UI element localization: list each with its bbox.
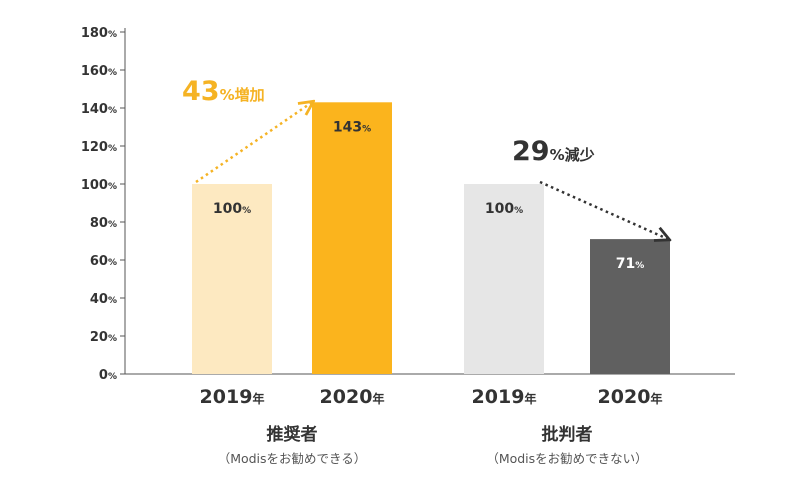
- group-subtitle: （Modisをお勧めできる）: [218, 451, 367, 466]
- group-name: 批判者: [542, 424, 593, 445]
- change-annotation: 29%減少: [512, 136, 595, 167]
- x-category-label: 2019年: [472, 386, 537, 408]
- group-name: 推奨者: [267, 424, 318, 445]
- bar: [464, 184, 544, 374]
- y-tick-label: 20%: [90, 330, 117, 345]
- bar-value-label: 100%: [213, 201, 251, 217]
- y-tick-label: 60%: [90, 254, 117, 269]
- y-tick-label: 0%: [99, 368, 117, 383]
- group-subtitle: （Modisをお勧めできない）: [486, 451, 647, 466]
- bar: [590, 239, 670, 374]
- axis-layer: 0% 20% 40% 60% 80% 100% 120% 140% 160% 180%: [81, 26, 735, 383]
- x-category-label: 2019年: [200, 386, 265, 408]
- y-tick-label: 180%: [81, 26, 117, 41]
- y-tick-label: 100%: [81, 178, 117, 193]
- labels-layer: 100%2019年143%2020年推奨者（Modisをお勧めできる）43%増加…: [182, 76, 668, 466]
- y-tick-label: 40%: [90, 292, 117, 307]
- bar: [312, 102, 392, 375]
- x-category-label: 2020年: [320, 386, 385, 408]
- bar-value-label: 143%: [333, 119, 371, 135]
- y-tick-label: 160%: [81, 64, 117, 79]
- bar: [192, 184, 272, 374]
- change-arrow: [539, 180, 668, 239]
- bar-value-label: 100%: [485, 201, 523, 217]
- y-tick-label: 140%: [81, 102, 117, 117]
- y-tick-label: 120%: [81, 140, 117, 155]
- bars-layer: [192, 102, 670, 375]
- bar-value-label: 71%: [616, 256, 645, 272]
- x-category-label: 2020年: [598, 386, 663, 408]
- y-tick-label: 80%: [90, 216, 117, 231]
- change-annotation: 43%増加: [182, 76, 265, 107]
- change-arrow: [195, 102, 312, 184]
